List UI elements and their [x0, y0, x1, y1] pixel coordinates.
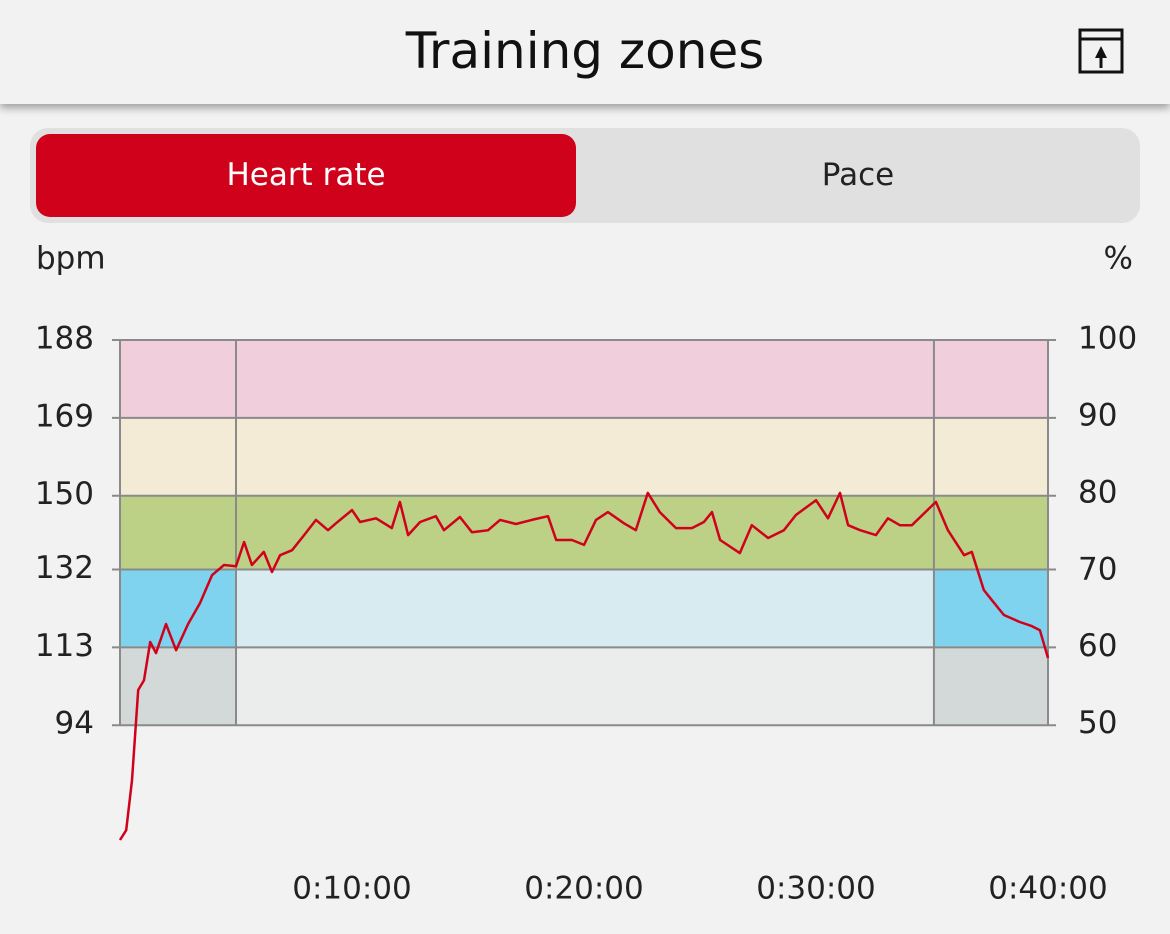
- zone-band: [236, 569, 934, 648]
- y-tick-label: 132: [35, 550, 94, 586]
- zone-band: [120, 495, 236, 570]
- y-tick-label: 94: [55, 706, 94, 742]
- zone-band: [120, 569, 236, 648]
- chart: bpm % 94 113 132 150 169 188 50 60 70 80 90 100 0:10…: [35, 241, 1137, 907]
- x-tick-label: 0:40:00: [988, 871, 1108, 907]
- zone-band: [236, 417, 934, 496]
- y2-tick-label: 50: [1078, 705, 1117, 741]
- y-axis-label: bpm: [36, 241, 106, 277]
- zone-band: [933, 340, 1048, 418]
- y2-tick-label: 60: [1078, 628, 1117, 664]
- y-tick-label: 169: [35, 398, 94, 434]
- y-tick-label: 113: [35, 628, 94, 664]
- tab-bar: Heart rate Pace: [30, 128, 1140, 223]
- y2-tick-label: 80: [1078, 474, 1117, 510]
- y2-tick-label: 90: [1078, 397, 1117, 433]
- y-tick-label: 188: [35, 321, 94, 357]
- zone-band: [933, 647, 1048, 726]
- zone-band: [933, 495, 1048, 570]
- zone-band: [236, 647, 934, 726]
- y2-axis-label: %: [1104, 241, 1133, 277]
- x-tick-label: 0:30:00: [756, 871, 876, 907]
- heart-rate-line: [118, 491, 1050, 841]
- zone-band: [933, 569, 1048, 648]
- zone-band: [933, 417, 1048, 496]
- export-icon[interactable]: [1078, 28, 1124, 74]
- zone-band: [120, 417, 236, 496]
- zone-band: [236, 495, 934, 570]
- zone-band: [120, 340, 236, 418]
- header: Training zones: [0, 0, 1170, 104]
- y-tick-label: 150: [35, 476, 94, 512]
- y2-tick-label: 70: [1078, 551, 1117, 587]
- tab-heart-rate[interactable]: Heart rate: [36, 134, 576, 217]
- x-tick-label: 0:10:00: [292, 871, 412, 907]
- tab-pace[interactable]: Pace: [821, 157, 895, 193]
- x-tick-label: 0:20:00: [524, 871, 644, 907]
- y2-tick-label: 100: [1078, 321, 1137, 357]
- header-title: Training zones: [405, 22, 765, 80]
- zone-band: [236, 340, 934, 418]
